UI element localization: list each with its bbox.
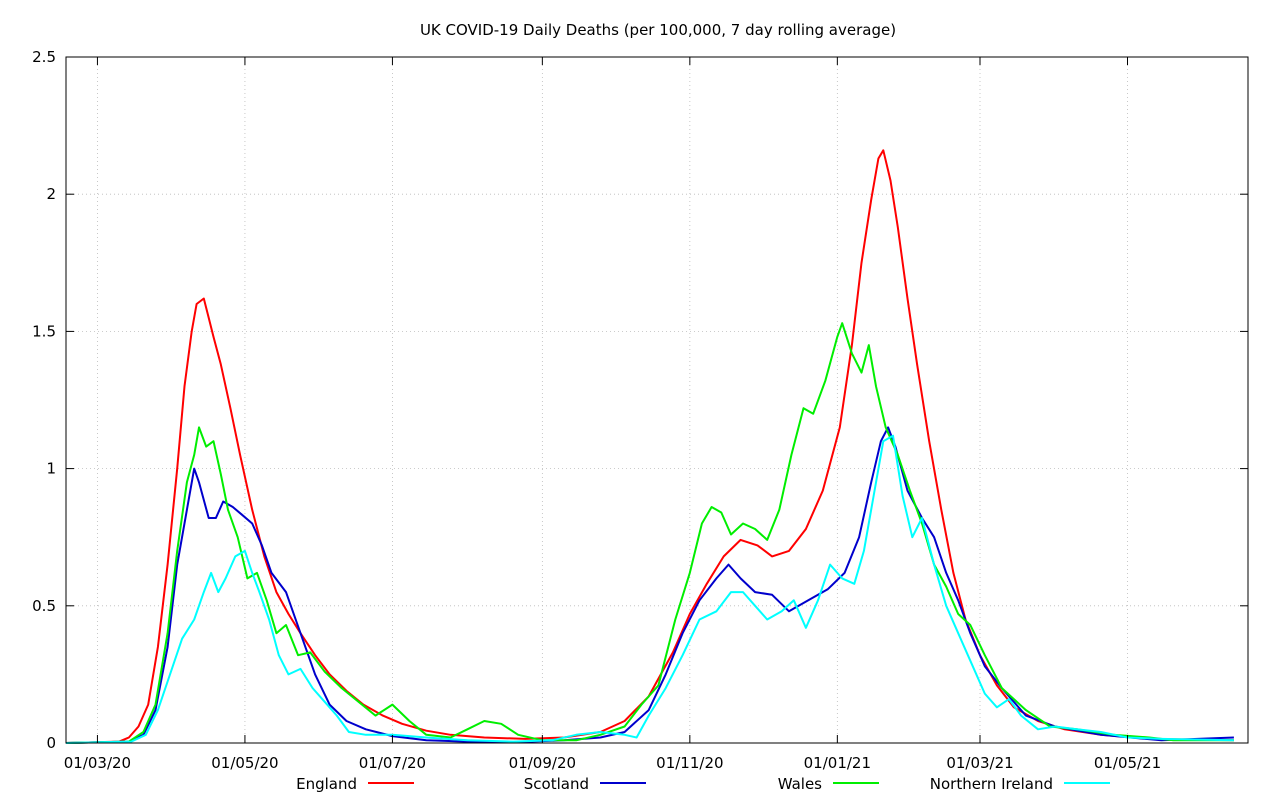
x-tick-label: 01/01/21: [804, 754, 871, 772]
y-tick-label: 0.5: [32, 597, 56, 615]
series-line-england: [65, 149, 1234, 744]
legend: England Scotland Wales Northern Ireland: [296, 775, 1110, 793]
legend-label: Wales: [778, 775, 822, 793]
series-line-wales: [65, 322, 1234, 744]
y-tick-label: 0: [46, 734, 56, 752]
x-tick-label: 01/05/20: [211, 754, 278, 772]
ticks: 0 0.5 1 1.5 2 2.5 01/03/20 01/05/20 01/07/20 01/0…: [32, 48, 1248, 772]
plot-frame: [65, 56, 1249, 744]
y-tick-label: 1.5: [32, 322, 56, 340]
legend-label: Northern Ireland: [930, 775, 1053, 793]
x-tick-label: 01/03/21: [946, 754, 1013, 772]
series-lines: [65, 149, 1234, 744]
x-tick-label: 01/07/20: [359, 754, 426, 772]
y-tick-label: 2: [46, 185, 56, 203]
x-tick-label: 01/03/20: [64, 754, 131, 772]
x-tick-label: 01/09/20: [509, 754, 576, 772]
legend-label: England: [296, 775, 357, 793]
y-tick-label: 2.5: [32, 48, 56, 66]
legend-label: Scotland: [524, 775, 589, 793]
y-tick-label: 1: [46, 460, 56, 478]
x-tick-label: 01/05/21: [1094, 754, 1161, 772]
grid: [66, 57, 1248, 743]
series-line-northern-ireland: [65, 434, 1234, 744]
series-line-scotland: [65, 426, 1234, 744]
chart-title: UK COVID-19 Daily Deaths (per 100,000, 7…: [420, 21, 896, 39]
x-tick-label: 01/11/20: [656, 754, 723, 772]
